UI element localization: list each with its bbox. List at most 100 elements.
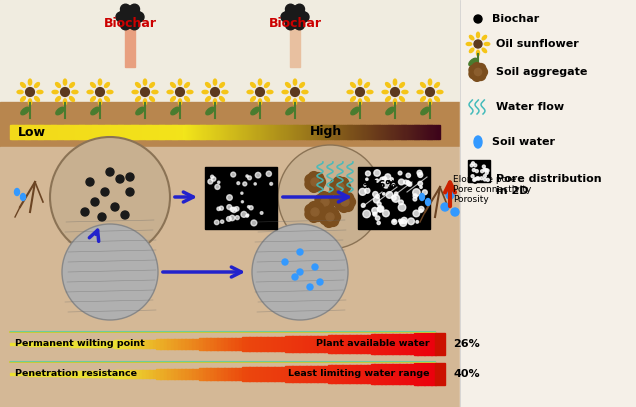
Ellipse shape xyxy=(184,96,190,101)
Bar xyxy=(232,368,235,380)
Bar xyxy=(308,125,311,139)
Bar xyxy=(358,125,361,139)
Circle shape xyxy=(217,207,221,210)
Ellipse shape xyxy=(37,90,43,94)
Text: 40%: 40% xyxy=(453,369,480,379)
Bar xyxy=(207,125,209,139)
Circle shape xyxy=(305,204,316,215)
Circle shape xyxy=(375,216,380,220)
Bar xyxy=(165,125,169,139)
Bar xyxy=(28,342,32,346)
Circle shape xyxy=(417,170,422,175)
Circle shape xyxy=(393,220,396,222)
Bar xyxy=(427,125,430,139)
Circle shape xyxy=(219,206,223,210)
Ellipse shape xyxy=(132,90,138,94)
Bar xyxy=(375,125,378,139)
Text: High: High xyxy=(310,125,342,138)
Circle shape xyxy=(418,173,423,177)
Bar xyxy=(289,125,291,139)
Bar xyxy=(281,337,286,351)
Circle shape xyxy=(252,224,348,320)
Bar xyxy=(179,125,181,139)
Circle shape xyxy=(474,178,477,181)
Bar xyxy=(46,125,50,139)
Bar xyxy=(217,338,221,350)
Bar xyxy=(174,369,178,379)
Circle shape xyxy=(376,195,380,198)
Circle shape xyxy=(299,12,309,22)
Bar xyxy=(170,125,172,139)
Bar xyxy=(418,125,421,139)
Circle shape xyxy=(315,199,326,210)
Ellipse shape xyxy=(399,83,404,88)
Ellipse shape xyxy=(29,79,32,85)
Ellipse shape xyxy=(425,199,431,206)
Ellipse shape xyxy=(29,99,32,105)
Bar xyxy=(336,125,339,139)
Ellipse shape xyxy=(482,35,487,40)
Bar xyxy=(225,338,228,350)
Bar xyxy=(324,365,328,383)
Circle shape xyxy=(218,181,220,184)
Bar xyxy=(263,125,265,139)
Bar xyxy=(210,338,214,350)
Bar xyxy=(111,125,114,139)
Bar xyxy=(334,125,337,139)
Bar xyxy=(331,365,336,383)
Bar xyxy=(57,125,60,139)
Bar xyxy=(342,335,346,353)
Ellipse shape xyxy=(420,96,425,101)
Circle shape xyxy=(446,191,454,199)
Bar xyxy=(366,125,369,139)
Bar xyxy=(205,167,277,229)
Bar xyxy=(71,125,73,139)
Circle shape xyxy=(260,212,263,214)
Circle shape xyxy=(474,68,481,76)
Ellipse shape xyxy=(267,90,273,94)
Bar xyxy=(303,366,307,382)
Bar xyxy=(149,370,153,379)
Bar xyxy=(423,125,425,139)
Ellipse shape xyxy=(20,96,25,101)
Circle shape xyxy=(328,208,338,219)
Bar xyxy=(371,335,375,354)
Circle shape xyxy=(286,4,296,14)
Circle shape xyxy=(297,269,303,275)
Ellipse shape xyxy=(178,79,182,85)
Bar xyxy=(307,336,310,352)
Circle shape xyxy=(485,171,488,174)
Bar xyxy=(110,341,114,348)
Bar xyxy=(94,125,97,139)
Ellipse shape xyxy=(358,79,362,85)
Circle shape xyxy=(286,20,296,30)
Bar xyxy=(40,125,43,139)
Bar xyxy=(245,337,250,350)
Circle shape xyxy=(386,192,393,198)
Circle shape xyxy=(321,198,329,206)
Circle shape xyxy=(375,179,378,182)
Bar xyxy=(349,365,354,383)
Ellipse shape xyxy=(64,79,67,85)
Circle shape xyxy=(418,181,422,186)
Circle shape xyxy=(214,220,219,225)
Bar xyxy=(378,334,382,354)
Bar xyxy=(64,341,67,346)
Bar xyxy=(300,366,303,382)
Circle shape xyxy=(330,179,341,190)
Bar xyxy=(356,335,361,353)
Ellipse shape xyxy=(302,90,308,94)
Bar xyxy=(228,338,232,350)
Bar xyxy=(417,363,421,385)
Ellipse shape xyxy=(20,193,25,201)
Circle shape xyxy=(305,209,316,220)
Ellipse shape xyxy=(167,90,173,94)
Bar xyxy=(181,339,186,349)
Ellipse shape xyxy=(469,58,477,66)
Bar xyxy=(306,125,308,139)
Bar xyxy=(343,125,345,139)
Bar xyxy=(139,340,142,348)
Bar xyxy=(64,372,67,376)
Circle shape xyxy=(221,220,224,223)
Bar xyxy=(200,125,203,139)
